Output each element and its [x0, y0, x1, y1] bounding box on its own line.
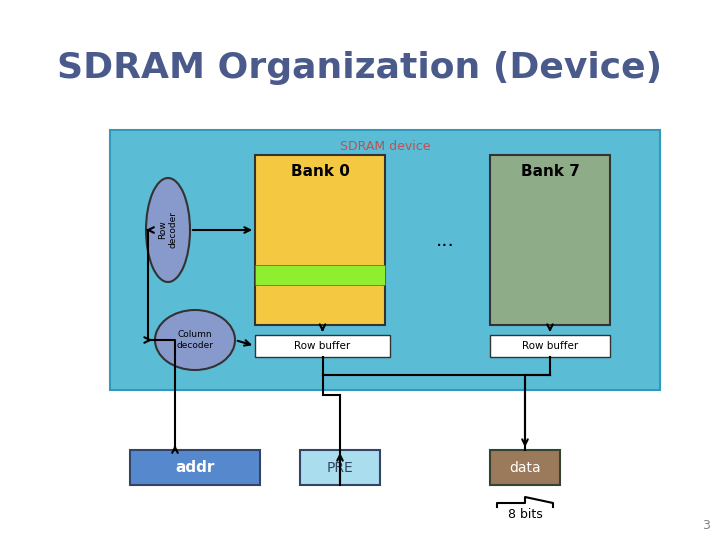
Bar	[490, 155, 610, 325]
Bar	[255, 265, 385, 285]
Text: addr: addr	[175, 460, 215, 475]
Text: ...: ...	[436, 231, 454, 249]
Text: data: data	[509, 461, 541, 475]
Text: PRE: PRE	[327, 461, 354, 475]
Bar	[130, 450, 260, 485]
Bar	[490, 450, 560, 485]
Bar	[255, 155, 385, 325]
Text: Bank 7: Bank 7	[521, 164, 580, 179]
Text: 8 bits: 8 bits	[508, 509, 542, 522]
Text: Bank 0: Bank 0	[291, 164, 349, 179]
Ellipse shape	[155, 310, 235, 370]
Text: SDRAM device: SDRAM device	[340, 139, 431, 152]
Bar	[490, 335, 610, 357]
Text: SDRAM Organization (Device): SDRAM Organization (Device)	[58, 51, 662, 85]
Bar	[300, 450, 380, 485]
Text: Row buffer: Row buffer	[522, 341, 578, 351]
Bar	[255, 335, 390, 357]
Text: Row
decoder: Row decoder	[158, 212, 178, 248]
Text: 3: 3	[702, 519, 710, 532]
Text: Column
decoder: Column decoder	[176, 330, 214, 350]
Text: Row buffer: Row buffer	[294, 341, 351, 351]
Bar	[110, 130, 660, 390]
Ellipse shape	[146, 178, 190, 282]
